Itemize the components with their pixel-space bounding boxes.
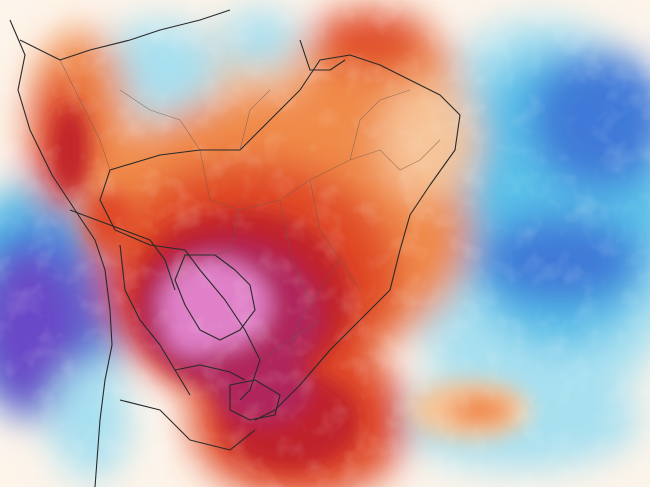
state-borders bbox=[59, 59, 441, 361]
country-borders bbox=[9, 9, 461, 487]
